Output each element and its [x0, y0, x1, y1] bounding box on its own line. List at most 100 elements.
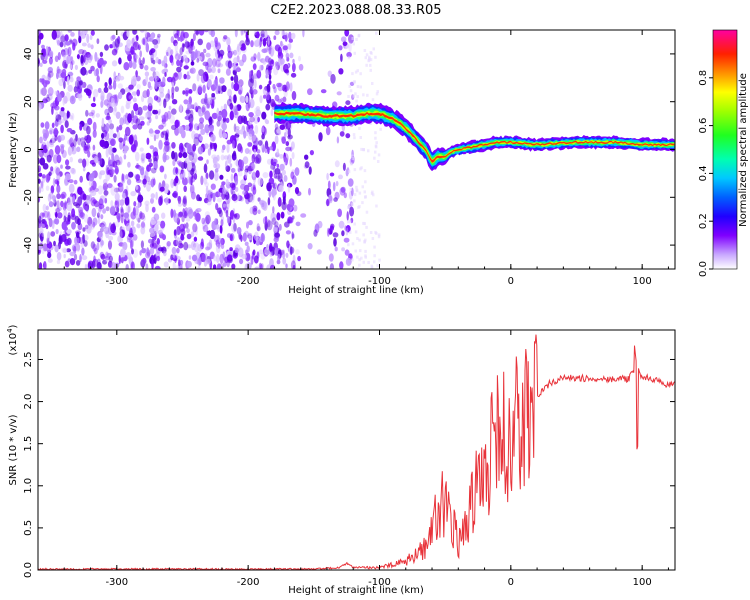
heatmap-noise-speck [348, 42, 352, 53]
heatmap-noise-speck [157, 230, 163, 235]
heatmap-noise-speck [285, 230, 291, 235]
heatmap-noise-speck [263, 94, 267, 99]
heatmap-noise-speck [56, 251, 62, 261]
heatmap-noise-speck [193, 242, 200, 253]
heatmap-noise-speck [283, 32, 289, 41]
heatmap-noise-speck [140, 226, 146, 235]
heatmap-noise-speck [343, 192, 347, 199]
heatmap-noise-speck [150, 167, 157, 174]
heatmap-noise-speck [279, 163, 285, 171]
heatmap-noise-speck [341, 247, 345, 252]
heatmap-noise-speck [196, 258, 202, 266]
heatmap-noise-speck [215, 243, 221, 254]
heatmap-noise-speck [49, 127, 54, 135]
heatmap-noise-speck [216, 253, 220, 264]
heatmap-noise-speck [57, 206, 62, 211]
heatmap-noise-speck [206, 242, 213, 250]
heatmap-noise-speck [98, 57, 104, 66]
heatmap-haze-cell [351, 258, 354, 262]
heatmap-noise-speck [189, 67, 196, 74]
heatmap-noise-speck [252, 63, 257, 70]
heatmap-haze-cell [379, 127, 382, 131]
heatmap-noise-speck [226, 143, 230, 154]
snr-multiplier-close: ) [8, 324, 19, 328]
heatmap-noise-speck [137, 202, 141, 209]
heatmap-noise-speck [337, 208, 342, 218]
heatmap-noise-speck [231, 263, 236, 269]
heatmap-noise-speck [71, 244, 78, 252]
heatmap-haze-cell [367, 149, 370, 153]
heatmap-noise-speck [51, 135, 55, 145]
heatmap-haze-cell [374, 136, 377, 140]
heatmap-noise-speck [284, 132, 287, 139]
heatmap-noise-speck [190, 61, 195, 66]
heatmap-noise-speck [59, 30, 63, 40]
heatmap-noise-speck [76, 199, 80, 205]
heatmap-noise-speck [336, 91, 342, 96]
heatmap-noise-speck [277, 253, 281, 263]
heatmap-noise-speck [144, 65, 149, 71]
heatmap-haze-cell [377, 153, 381, 157]
heatmap-noise-speck [227, 52, 232, 57]
heatmap-noise-speck [87, 54, 93, 64]
snr-frame [37, 329, 676, 571]
heatmap-noise-speck [108, 156, 111, 167]
heatmap-noise-speck [345, 133, 351, 139]
heatmap-noise-speck [345, 225, 351, 233]
heatmap-noise-speck [225, 178, 229, 185]
heatmap-noise-speck [215, 59, 221, 68]
heatmap-noise-speck [258, 262, 262, 269]
heatmap-noise-speck [78, 49, 85, 55]
heatmap-noise-speck [61, 191, 67, 199]
heatmap-noise-speck [84, 205, 88, 211]
heatmap-noise-speck [214, 168, 219, 173]
heatmap-noise-speck [230, 173, 234, 182]
heatmap-noise-speck [179, 173, 183, 180]
heatmap-noise-speck [262, 172, 269, 179]
heatmap-noise-speck [329, 172, 335, 177]
heatmap-noise-speck [282, 257, 287, 265]
heatmap-noise-speck [237, 193, 240, 201]
heatmap-noise-speck [153, 160, 158, 171]
heatmap-noise-speck [210, 191, 213, 199]
heatmap-noise-speck [266, 220, 273, 231]
heatmap-noise-speck [130, 191, 137, 197]
heatmap-noise-speck [191, 254, 198, 262]
heatmap-noise-speck [122, 241, 128, 251]
heatmap-noise-speck [78, 93, 83, 101]
heatmap-noise-speck [343, 237, 350, 243]
heatmap-noise-speck [83, 214, 89, 223]
heatmap-noise-speck [333, 237, 337, 247]
heatmap-noise-speck [109, 128, 114, 139]
heatmap-noise-speck [210, 183, 216, 190]
heatmap-noise-speck [185, 74, 191, 80]
heatmap-noise-speck [191, 45, 196, 51]
heatmap-noise-speck [240, 30, 244, 36]
heatmap-noise-speck [204, 93, 208, 101]
heatmap-noise-speck [183, 73, 187, 80]
heatmap-noise-speck [208, 116, 213, 126]
heatmap-noise-speck [184, 157, 190, 164]
heatmap-noise-speck [156, 238, 160, 245]
heatmap-haze-cell [377, 233, 381, 237]
heatmap-haze-cell [364, 249, 367, 253]
heatmap-noise-speck [216, 154, 220, 162]
heatmap-noise-speck [46, 94, 50, 99]
heatmap-noise-speck [325, 126, 331, 136]
heatmap-noise-speck [90, 65, 95, 72]
heatmap-haze-cell [349, 89, 353, 93]
heatmap-noise-speck [200, 73, 206, 84]
heatmap-noise-speck [191, 130, 196, 140]
heatmap-noise-speck [146, 137, 150, 145]
heatmap-noise-speck [192, 223, 198, 233]
heatmap-noise-speck [288, 42, 292, 51]
heatmap-noise-speck [100, 95, 105, 102]
heatmap-noise-speck [136, 89, 140, 97]
heatmap-noise-speck [213, 255, 217, 262]
heatmap-noise-speck [203, 48, 207, 54]
heatmap-noise-speck [158, 97, 162, 107]
heatmap-noise-speck [253, 53, 257, 60]
heatmap-haze-cell [347, 205, 350, 209]
heatmap-noise-speck [144, 112, 149, 119]
heatmap-noise-speck [334, 160, 340, 168]
